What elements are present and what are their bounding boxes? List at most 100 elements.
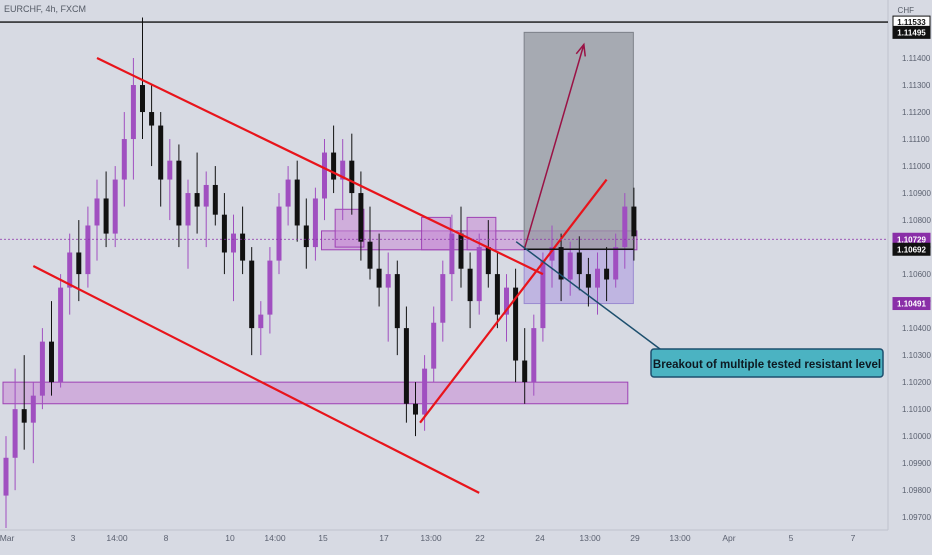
candle-body xyxy=(631,206,637,237)
y-tick-label: 1.10300 xyxy=(902,351,931,360)
candle-body xyxy=(312,198,318,248)
candle-body xyxy=(622,206,628,248)
candle-body xyxy=(303,225,309,248)
candle-body xyxy=(513,287,519,361)
y-tick-label: 1.10200 xyxy=(902,378,931,387)
candle-body xyxy=(403,328,409,404)
y-tick-label: 1.10600 xyxy=(902,270,931,279)
y-tick-label: 1.11400 xyxy=(902,54,931,63)
x-tick-label: Apr xyxy=(722,533,735,543)
candle-body xyxy=(494,274,500,315)
candle-body xyxy=(76,252,82,275)
candle-body xyxy=(522,360,528,383)
candle-body xyxy=(476,247,482,302)
candle-body xyxy=(221,214,227,253)
upper-channel-line xyxy=(96,57,544,276)
projection-arrow-head xyxy=(575,42,586,57)
price-tag-label: 1.10692 xyxy=(897,245,926,254)
candle-body xyxy=(130,85,136,140)
candle-body xyxy=(49,341,54,383)
x-tick-label: 3 xyxy=(71,533,76,543)
candle-body xyxy=(30,395,36,423)
candle-body xyxy=(549,247,555,261)
y-tick-label: 1.11200 xyxy=(902,108,931,117)
y-tick-label: 1.09700 xyxy=(902,513,931,522)
x-tick-label: 14:00 xyxy=(264,533,286,543)
price-tag-box xyxy=(892,297,931,311)
candle-body xyxy=(294,179,300,226)
candle-body xyxy=(112,179,118,234)
candle-body xyxy=(140,85,145,113)
candle-body xyxy=(158,125,164,180)
lower-channel-line xyxy=(32,265,480,494)
annotation-callout-text: Breakout of multiple tested resistant le… xyxy=(653,359,881,371)
candle-body xyxy=(531,328,537,383)
candle-body xyxy=(285,179,291,207)
y-tick-label: 1.11300 xyxy=(902,81,931,90)
price-tag-label: 1.11495 xyxy=(897,28,926,37)
candle-body xyxy=(94,198,100,226)
rising-support-line xyxy=(419,178,608,424)
candle-body xyxy=(331,152,337,180)
candle-body xyxy=(39,341,45,396)
trendlines-layer xyxy=(32,42,608,494)
x-tick-label: 5 xyxy=(789,533,794,543)
x-tick-label: 29 xyxy=(630,533,640,543)
candle-body xyxy=(431,322,437,369)
annotation-callout-box[interactable] xyxy=(650,348,884,378)
price-tag-label: 1.11533 xyxy=(897,18,926,27)
candle-body xyxy=(576,252,582,275)
time-axis[interactable]: Mar 3 14:00 8 10 14:00 15 17 13:00 22 24 13:00 29 13:… xyxy=(0,533,856,543)
x-tick-label: 10 xyxy=(225,533,235,543)
candle-body xyxy=(167,160,173,180)
candle-body xyxy=(422,368,428,415)
candle-body xyxy=(58,287,64,383)
candle-body xyxy=(504,287,509,315)
candle-body xyxy=(12,409,18,458)
price-tag-label: 1.10729 xyxy=(897,235,926,244)
y-tick-label: 1.10900 xyxy=(902,189,931,198)
x-tick-label: 15 xyxy=(318,533,328,543)
candle-body xyxy=(194,193,200,207)
currency-unit-label: CHF xyxy=(897,6,914,15)
x-tick-label: 14:00 xyxy=(106,533,128,543)
candle-body xyxy=(440,274,446,323)
callout-pointer xyxy=(515,241,665,353)
candle-body xyxy=(458,233,464,269)
candle-body xyxy=(413,403,418,415)
profit-target-box xyxy=(523,31,634,250)
candle-body xyxy=(585,274,591,288)
x-tick-label: 13:00 xyxy=(579,533,601,543)
y-tick-label: 1.09900 xyxy=(902,459,931,468)
candle-body xyxy=(185,193,191,226)
candle-body xyxy=(203,184,209,207)
x-tick-label: 13:00 xyxy=(420,533,442,543)
candle-body xyxy=(394,274,400,329)
candle-body xyxy=(604,268,610,280)
x-tick-label: 22 xyxy=(475,533,485,543)
candle-body xyxy=(367,241,373,269)
y-tick-label: 1.11000 xyxy=(902,162,931,171)
candle-body xyxy=(103,198,109,234)
candle-body xyxy=(613,247,619,280)
candle-body xyxy=(540,260,546,329)
y-tick-label: 1.10100 xyxy=(902,405,931,414)
x-tick-label: Mar xyxy=(0,533,14,543)
price-axis[interactable]: 1.11400 1.11300 1.11200 1.11100 1.11000 1.109… xyxy=(902,54,931,522)
projection-arrow-line xyxy=(523,44,585,251)
candle-body xyxy=(258,314,264,329)
candle-body xyxy=(267,260,273,315)
candle-body xyxy=(358,193,364,242)
candle-body xyxy=(85,225,91,275)
candle-body xyxy=(595,268,600,288)
x-tick-label: 24 xyxy=(535,533,545,543)
candle-body xyxy=(467,268,473,302)
candle-body xyxy=(449,233,455,275)
candle-body xyxy=(149,112,155,126)
price-tag-box xyxy=(892,242,931,256)
price-tag-box xyxy=(892,25,931,39)
y-tick-label: 1.10000 xyxy=(902,432,931,441)
